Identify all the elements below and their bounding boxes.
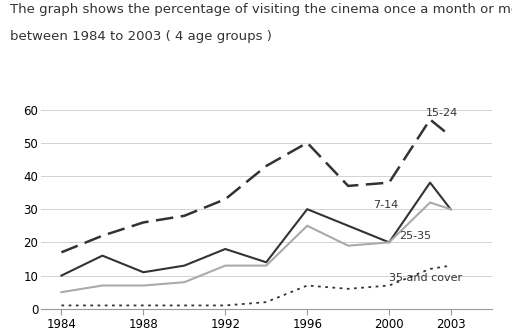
Text: 15-24: 15-24: [426, 108, 458, 118]
Text: between 1984 to 2003 ( 4 age groups ): between 1984 to 2003 ( 4 age groups ): [10, 30, 272, 43]
Text: 25-35: 25-35: [399, 231, 432, 241]
Text: 7-14: 7-14: [373, 200, 398, 209]
Text: 35 and cover: 35 and cover: [389, 273, 462, 283]
Text: The graph shows the percentage of visiting the cinema once a month or more: The graph shows the percentage of visiti…: [10, 3, 512, 16]
